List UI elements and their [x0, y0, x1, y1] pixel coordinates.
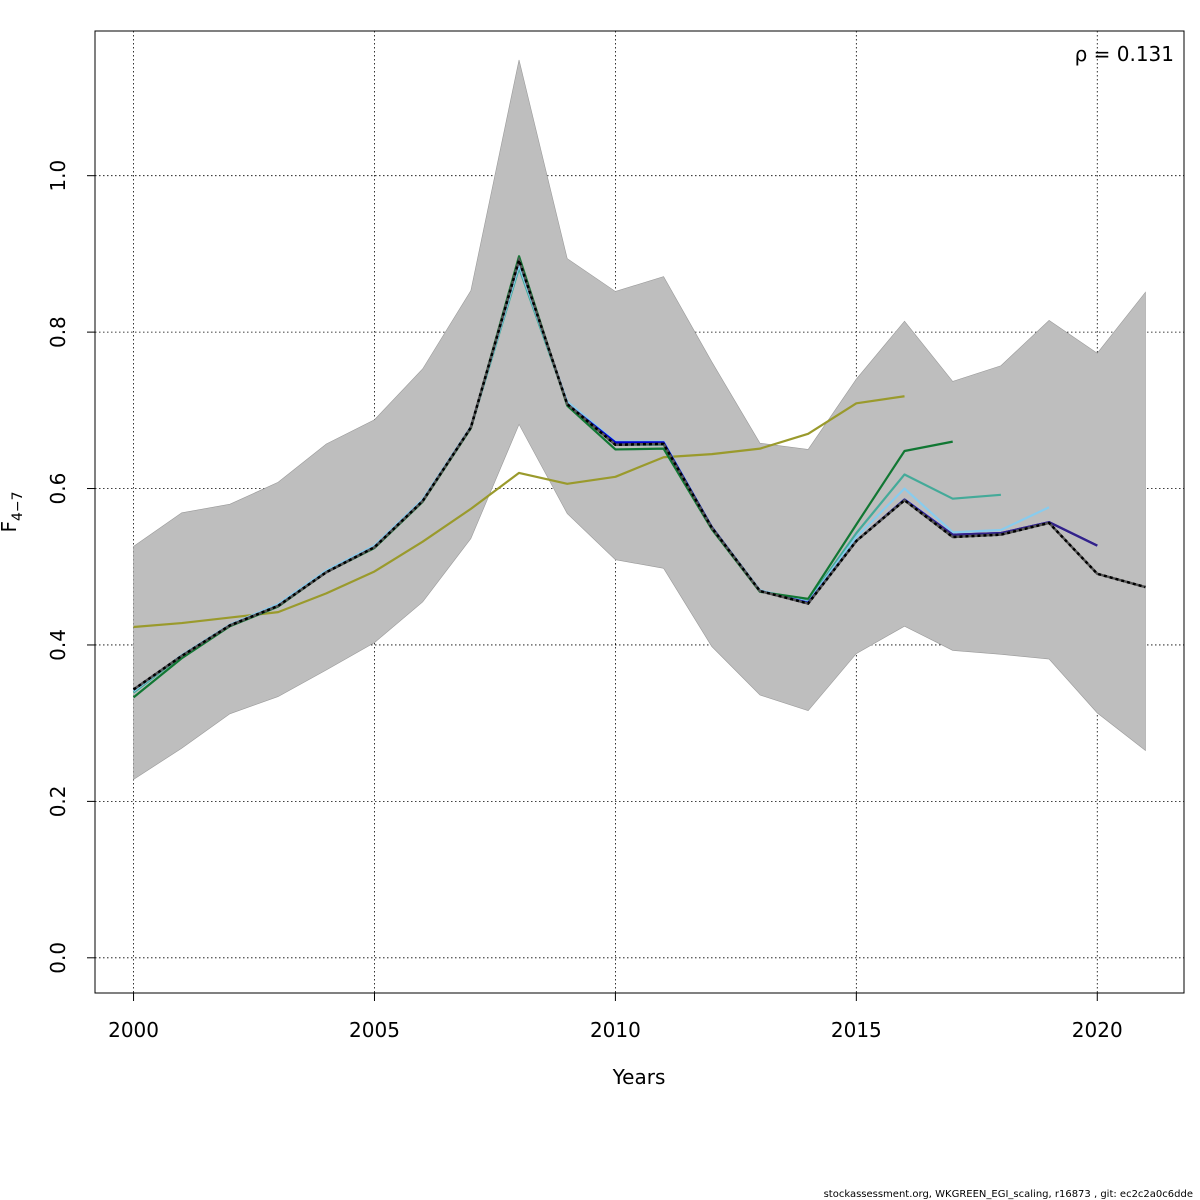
y-tick-label: 0.6	[46, 473, 70, 505]
y-axis-title: F4−7	[0, 491, 26, 532]
y-axis-title-subscript: 4−7	[10, 491, 26, 521]
series-line-6	[132, 255, 1146, 691]
y-tick-label: 0.0	[46, 942, 70, 974]
confidence-band-area	[133, 59, 1146, 781]
x-tick-label: 2005	[349, 1018, 400, 1042]
x-tick-label: 2010	[590, 1018, 641, 1042]
y-tick-label: 0.2	[46, 785, 70, 817]
y-tick-label: 0.8	[46, 316, 70, 348]
x-axis-title: Years	[612, 1065, 666, 1089]
y-axis: 0.0 0.2 0.4 0.6 0.8 1.0	[46, 160, 96, 974]
rho-annotation: ρ = 0.131	[1075, 42, 1174, 66]
x-tick-label: 2020	[1072, 1018, 1123, 1042]
y-tick-label: 0.4	[46, 629, 70, 661]
footer-credit: stockassessment.org, WKGREEN_EGI_scaling…	[824, 1189, 1193, 1200]
y-tick-label: 1.0	[46, 160, 70, 192]
series-line-2	[132, 263, 1050, 692]
confidence-band	[133, 59, 1146, 781]
series-lines	[132, 255, 1146, 699]
x-tick-label: 2015	[831, 1018, 882, 1042]
y-axis-title-main: F	[0, 521, 21, 533]
x-axis: 2000 2005 2010 2015 2020	[108, 992, 1123, 1042]
x-tick-label: 2000	[108, 1018, 159, 1042]
